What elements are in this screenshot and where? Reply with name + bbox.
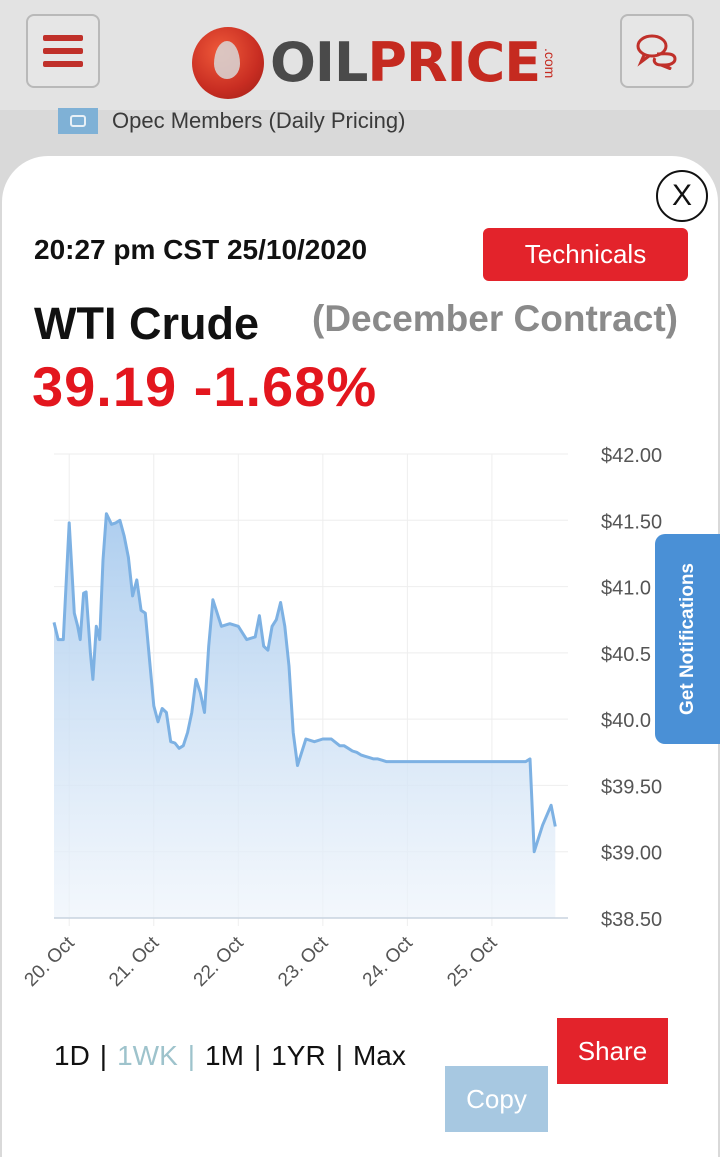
technicals-button[interactable]: Technicals — [483, 228, 688, 281]
range-separator: | — [187, 1040, 196, 1071]
range-max[interactable]: Max — [352, 1040, 406, 1071]
opec-flag-icon — [58, 108, 98, 134]
range-1m[interactable]: 1M — [205, 1040, 244, 1071]
x-tick-label: 20. Oct — [21, 932, 80, 990]
y-tick-label: $39.00 — [601, 843, 662, 865]
logo-com: .com — [542, 47, 559, 79]
range-1d[interactable]: 1D — [54, 1040, 90, 1071]
y-tick-label: $42.00 — [601, 445, 662, 467]
get-notifications-tab[interactable]: Get Notifications — [655, 534, 720, 744]
close-button[interactable]: X — [656, 170, 708, 222]
y-tick-label: $39.50 — [601, 776, 662, 798]
range-separator: | — [253, 1040, 262, 1071]
range-selector: 1D | 1WK | 1M | 1YR | Max — [54, 1040, 406, 1072]
range-1yr[interactable]: 1YR — [271, 1040, 326, 1071]
comments-button[interactable] — [620, 14, 694, 88]
range-separator: | — [99, 1040, 108, 1071]
y-tick-label: $41.0 — [601, 578, 651, 600]
y-tick-label: $41.50 — [601, 511, 662, 533]
price-chart[interactable]: $42.00 $41.50 $41.0 $40.5 $40.0 $39.50 $39.00 $… — [0, 430, 720, 990]
get-notifications-label: Get Notifications — [676, 562, 698, 716]
chat-bubbles-icon — [636, 34, 677, 70]
instrument-name: WTI Crude — [34, 298, 259, 349]
range-separator: | — [335, 1040, 343, 1071]
oil-drop-logo-icon — [192, 27, 264, 99]
logo-text: OILPRICE — [270, 31, 541, 94]
price-line — [52, 512, 557, 854]
x-tick-label: 25. Oct — [443, 932, 502, 990]
y-tick-label: $40.5 — [601, 644, 651, 666]
x-tick-label: 23. Oct — [274, 932, 333, 990]
y-tick-label: $38.50 — [601, 909, 662, 931]
price-area-fill — [54, 513, 556, 918]
site-header: OILPRICE .com — [0, 0, 720, 110]
hamburger-icon — [43, 35, 83, 67]
share-button[interactable]: Share — [557, 1018, 668, 1084]
copy-button[interactable]: Copy — [445, 1066, 548, 1132]
price-change: 39.19 -1.68% — [32, 355, 378, 418]
opec-link-label: Opec Members (Daily Pricing) — [112, 108, 406, 133]
x-tick-label: 22. Oct — [190, 932, 249, 990]
y-tick-label: $40.0 — [601, 710, 651, 732]
x-tick-label: 24. Oct — [359, 932, 418, 990]
opec-members-link[interactable]: Opec Members (Daily Pricing) — [58, 108, 405, 134]
menu-button[interactable] — [26, 14, 100, 88]
oilprice-logo[interactable]: OILPRICE .com — [192, 26, 558, 100]
contract-label: (December Contract) — [312, 298, 678, 339]
range-1wk[interactable]: 1WK — [117, 1040, 178, 1071]
x-tick-label: 21. Oct — [105, 932, 164, 990]
timestamp: 20:27 pm CST 25/10/2020 — [34, 234, 368, 265]
